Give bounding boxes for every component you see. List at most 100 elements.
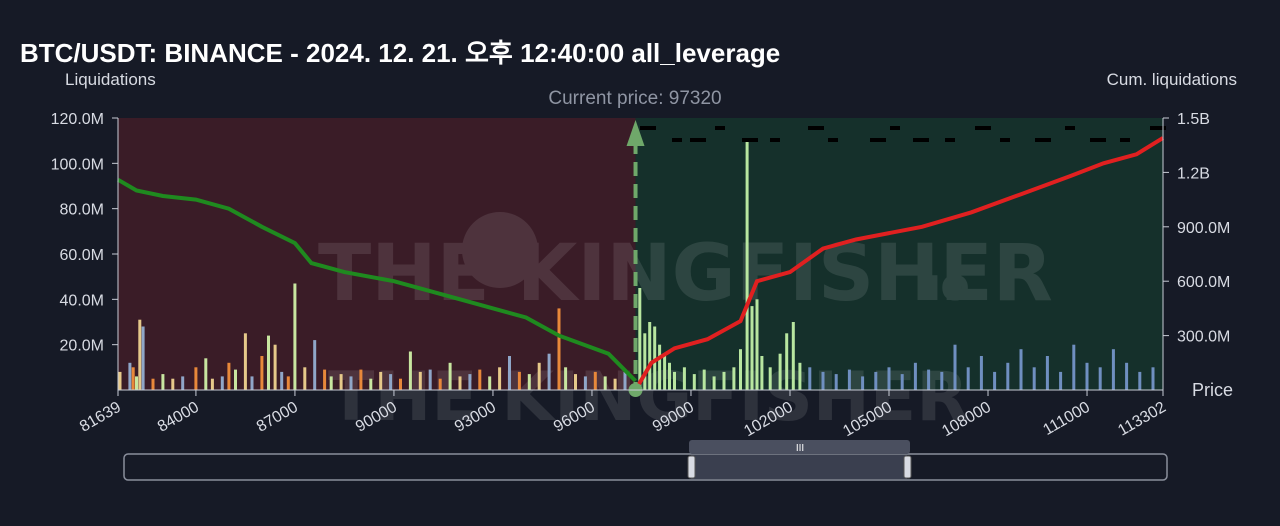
liquidation-bar <box>280 371 284 390</box>
liquidation-bar <box>682 367 686 390</box>
scrollbar-grip-icon: III <box>796 443 804 454</box>
right-tick-label: 1.2B <box>1177 165 1210 182</box>
liquidation-bar <box>940 371 944 390</box>
liquidation-bar <box>399 378 402 390</box>
liquidation-bar <box>508 356 511 390</box>
liquidation-bar <box>821 371 825 390</box>
right-tick-label: 900.0M <box>1177 220 1230 237</box>
liquidation-bar <box>389 374 393 390</box>
right-axis-ticks: 300.0M 600.0M 900.0M 1.2B 1.5B <box>1163 111 1230 346</box>
liquidation-bar <box>428 369 432 390</box>
liquidation-bar <box>359 369 363 390</box>
top-dash-marker <box>1090 138 1106 142</box>
top-dash-markers <box>640 126 1166 142</box>
liquidation-bar <box>668 362 671 390</box>
liquidation-bar <box>834 374 838 390</box>
liquidation-bar <box>448 362 452 390</box>
liquidation-bar <box>408 351 412 390</box>
top-dash-marker <box>770 138 780 142</box>
top-dash-marker <box>975 126 991 130</box>
liquidation-bar <box>194 367 198 390</box>
scrollbar-right-handle[interactable] <box>903 455 912 479</box>
liquidation-bar <box>161 374 165 390</box>
liquidation-bar <box>593 371 597 390</box>
liquidation-bar <box>118 371 122 390</box>
liquidation-bar <box>488 376 492 390</box>
liquidation-bar <box>286 376 290 390</box>
liquidation-bar <box>141 326 145 390</box>
liquidation-bar <box>653 326 657 390</box>
liquidation-bar <box>603 376 607 390</box>
liquidation-bar <box>204 358 208 390</box>
current-price-arrow-icon <box>626 120 645 146</box>
left-tick-label: 40.0M <box>60 292 104 309</box>
liquidation-bar <box>547 353 551 390</box>
right-tick-label: 600.0M <box>1177 274 1230 291</box>
right-axis-title: Cum. liquidations <box>1107 70 1237 89</box>
liquidation-bar <box>673 371 676 390</box>
liquidation-bar <box>712 376 716 390</box>
liquidation-bar <box>979 356 983 390</box>
liquidation-bar <box>151 378 155 390</box>
current-price-label: Current price: 97320 <box>548 88 721 109</box>
short-cumulative-area <box>118 118 636 390</box>
left-tick-label: 80.0M <box>60 202 104 219</box>
scrollbar-selection[interactable] <box>691 455 907 479</box>
liquidation-bar <box>791 322 795 390</box>
liquidation-bar <box>557 308 561 390</box>
long-cumulative-area <box>635 118 1163 390</box>
liquidation-bar <box>847 369 851 390</box>
liquidation-bar <box>329 376 333 390</box>
top-dash-marker <box>913 138 929 142</box>
liquidation-bar <box>438 378 442 390</box>
liquidation-bar <box>171 378 175 390</box>
liquidation-bar <box>564 367 568 390</box>
top-dash-marker <box>640 126 656 130</box>
left-tick-label: 100.0M <box>51 156 104 173</box>
liquidation-bar <box>760 356 764 390</box>
liquidation-bar <box>993 371 997 390</box>
liquidation-bar <box>181 376 185 390</box>
left-axis-title: Liquidations <box>65 70 156 89</box>
liquidation-bar <box>1032 367 1036 390</box>
liquidation-bar <box>745 140 749 390</box>
liquidation-bar <box>527 374 531 390</box>
scrollbar-grip[interactable] <box>689 440 910 454</box>
liquidation-bar <box>900 374 904 390</box>
left-axis-ticks: 20.0M 40.0M 60.0M 80.0M 100.0M 120.0M <box>51 111 118 355</box>
top-dash-marker <box>890 126 900 130</box>
liquidation-bar <box>260 356 264 390</box>
liquidation-bar <box>293 283 297 390</box>
liquidation-bar <box>808 367 812 390</box>
liquidation-bar <box>739 349 742 390</box>
x-tick-label: 87000 <box>254 399 301 436</box>
liquidation-bar <box>537 362 541 390</box>
top-dash-marker <box>1035 138 1051 142</box>
watermark-text: THE KINGFISHER <box>318 229 1053 319</box>
long-cumulative-line <box>633 136 1165 392</box>
top-dash-marker <box>945 138 955 142</box>
liquidation-bar <box>1072 344 1076 390</box>
watermark-suffix: .IO <box>915 269 969 309</box>
liquidation-bar <box>648 322 652 390</box>
x-axis-title: Price <box>1192 380 1233 400</box>
liquidation-bar <box>583 376 587 390</box>
top-dash-marker <box>1150 126 1166 130</box>
liquidation-bar <box>927 369 931 390</box>
liquidation-bar <box>953 344 957 390</box>
top-dash-marker <box>715 126 725 130</box>
scrollbar-track[interactable] <box>123 453 1168 481</box>
liquidation-bar <box>887 367 891 390</box>
liquidation-bar <box>210 378 214 390</box>
liquidation-bar <box>273 344 277 390</box>
liquidation-bar <box>658 344 662 390</box>
liquidation-bar <box>623 371 627 390</box>
top-dash-marker <box>828 138 838 142</box>
liquidation-bar <box>966 367 970 390</box>
range-scrollbar[interactable]: III <box>123 440 1168 481</box>
liquidation-bar <box>498 367 502 390</box>
scrollbar-left-handle[interactable] <box>687 455 696 479</box>
liquidation-bar <box>755 299 759 390</box>
liquidation-bar <box>702 369 706 390</box>
